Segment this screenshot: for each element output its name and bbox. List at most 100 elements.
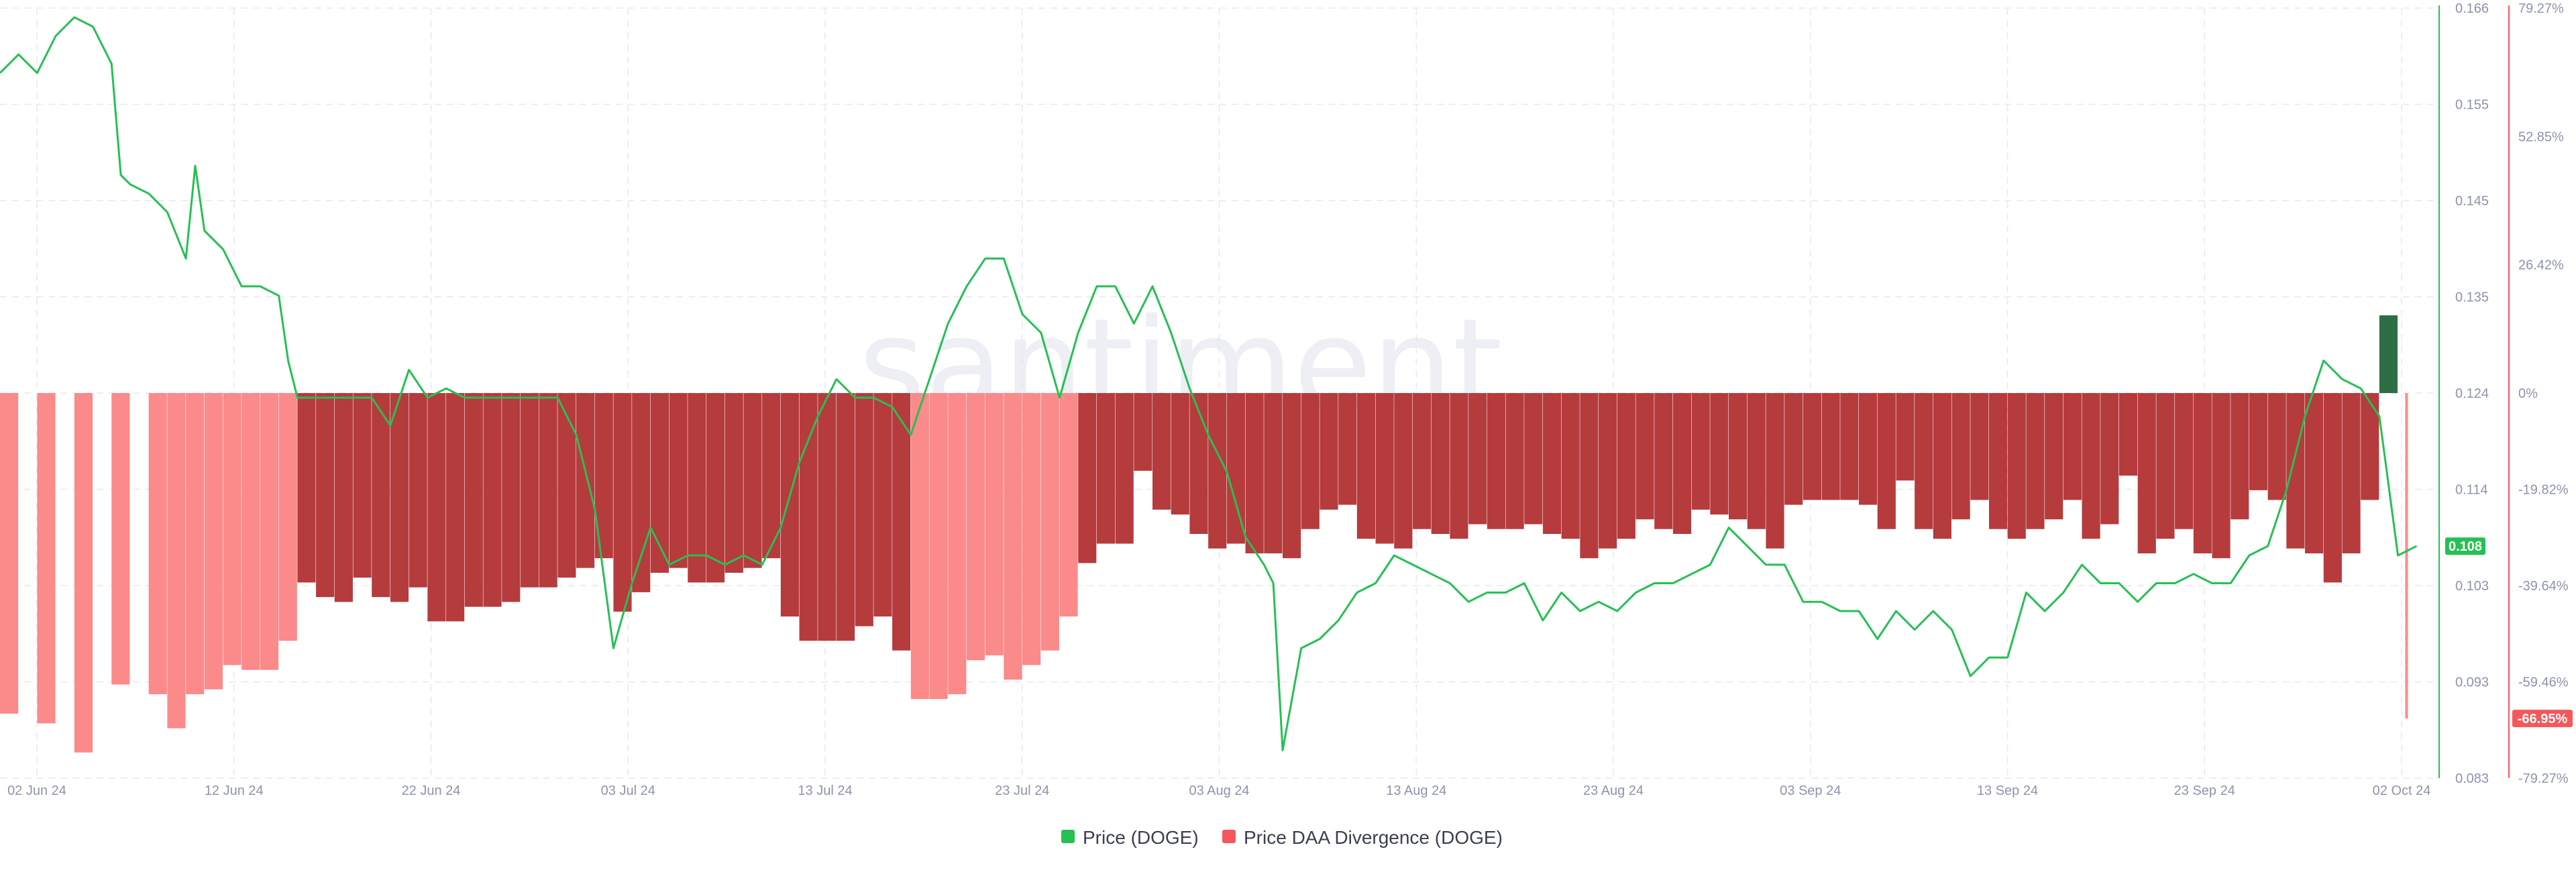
divergence-bar: [1096, 393, 1116, 544]
legend-item-divergence[interactable]: Price DAA Divergence (DOGE): [1222, 827, 1503, 848]
x-tick-label: 02 Oct 24: [2373, 783, 2431, 798]
divergence-bar: [1226, 393, 1246, 544]
divergence-bar: [2323, 393, 2342, 583]
divergence-bar: [1208, 393, 1227, 549]
divergence-tick-label: 0%: [2518, 386, 2538, 401]
divergence-bar: [1189, 393, 1208, 534]
x-tick-label: 22 Jun 24: [402, 783, 461, 798]
divergence-bar: [1505, 393, 1524, 529]
divergence-badge-bg: [2512, 710, 2573, 728]
divergence-bar: [1915, 393, 1933, 529]
divergence-tick-label: 52.85%: [2518, 129, 2564, 144]
price-tick-label: 0.135: [2455, 290, 2489, 305]
divergence-bar: [1115, 393, 1134, 544]
divergence-bar: [780, 393, 799, 617]
divergence-bar: [111, 393, 130, 685]
divergence-bar: [724, 393, 743, 573]
divergence-bar: [2249, 393, 2268, 490]
divergence-bar: [1487, 393, 1505, 529]
divergence-bar: [688, 393, 706, 583]
divergence-bar: [1729, 393, 1748, 520]
divergence-bar: [1599, 393, 1617, 549]
divergence-bar: [1970, 393, 1989, 500]
divergence-bar: [1338, 393, 1357, 505]
x-tick-label: 03 Sep 24: [1780, 783, 1841, 798]
x-tick-label: 23 Sep 24: [2174, 783, 2235, 798]
divergence-bar: [1747, 393, 1766, 529]
divergence-bar: [241, 393, 260, 670]
divergence-bar: [576, 393, 595, 568]
divergence-bar: [1264, 393, 1283, 553]
divergence-bar: [1821, 393, 1840, 500]
divergence-bar: [1542, 393, 1562, 534]
divergence-bar: [2361, 393, 2379, 500]
divergence-bar: [464, 393, 483, 607]
divergence-bar: [929, 393, 948, 700]
price-line: [0, 16, 2417, 751]
price-tick-label: 0.124: [2455, 386, 2489, 401]
divergence-bar: [2175, 393, 2194, 529]
divergence-bar: [1375, 393, 1394, 544]
divergence-bar: [1431, 393, 1450, 534]
divergence-bar: [818, 393, 837, 641]
divergence-bar: [613, 393, 632, 612]
legend-item-price[interactable]: Price (DOGE): [1061, 827, 1199, 848]
divergence-bar: [372, 393, 390, 598]
divergence-bar: [1301, 393, 1320, 529]
price-badge: 0.108: [2445, 537, 2485, 555]
divergence-bar: [2267, 393, 2286, 500]
divergence-bar: [1858, 393, 1878, 505]
price-tick-label: 0.103: [2455, 579, 2489, 594]
divergence-bar: [1988, 393, 2008, 529]
divergence-bar: [297, 393, 316, 583]
divergence-bar: [1134, 393, 1152, 471]
divergence-bar: [1580, 393, 1599, 559]
divergence-bar: [762, 393, 781, 559]
x-tick-label: 13 Aug 24: [1386, 783, 1446, 798]
divergence-bar: [1951, 393, 1970, 520]
divergence-bar: [148, 393, 167, 694]
divergence-bar: [1635, 393, 1654, 520]
price-tick-label: 0.083: [2455, 771, 2489, 786]
divergence-bar: [966, 393, 985, 661]
divergence-tick-label: 79.27%: [2518, 1, 2564, 16]
divergence-bar: [2156, 393, 2175, 539]
x-tick-label: 13 Sep 24: [1977, 783, 2038, 798]
divergence-bar: [2137, 393, 2156, 553]
divergence-bar: [1282, 393, 1301, 559]
divergence-bar: [1561, 393, 1580, 539]
price-badge-bg: [2445, 537, 2485, 555]
divergence-bar: [1078, 393, 1097, 563]
divergence-bar: [799, 393, 818, 641]
price-tick-label: 0.145: [2455, 194, 2489, 209]
divergence-bar: [1450, 393, 1468, 539]
divergence-bar: [0, 393, 19, 714]
divergence-bar: [1245, 393, 1264, 553]
legend-label-divergence: Price DAA Divergence (DOGE): [1244, 827, 1503, 848]
divergence-bar: [1040, 393, 1059, 651]
divergence-bar: [260, 393, 279, 670]
divergence-bar: [520, 393, 539, 588]
divergence-badge: -66.95%: [2512, 710, 2573, 728]
divergence-bar: [2082, 393, 2100, 539]
divergence-bar: [1654, 393, 1673, 529]
divergence-bar: [1672, 393, 1692, 534]
divergence-bar: [2045, 393, 2063, 520]
divergence-bar: [316, 393, 335, 598]
divergence-bar: [2007, 393, 2026, 539]
divergence-axis-ticks: 79.27% 52.85% 26.42% 0% -19.82% -39.64% -59.46…: [2518, 1, 2569, 786]
legend: Price (DOGE) Price DAA Divergence (DOGE): [1061, 827, 1503, 848]
divergence-bar: [948, 393, 967, 694]
divergence-bar: [1412, 393, 1432, 529]
divergence-bar: [539, 393, 557, 588]
divergence-bar: [1468, 393, 1487, 525]
divergence-bar: [743, 393, 762, 568]
divergence-bar: [2305, 393, 2324, 553]
divergence-bar: [910, 393, 929, 700]
divergence-bar: [2405, 393, 2408, 719]
x-tick-label: 12 Jun 24: [205, 783, 264, 798]
divergence-badge-label: -66.95%: [2518, 712, 2568, 726]
divergence-bar: [1617, 393, 1635, 539]
divergence-bar: [669, 393, 688, 568]
